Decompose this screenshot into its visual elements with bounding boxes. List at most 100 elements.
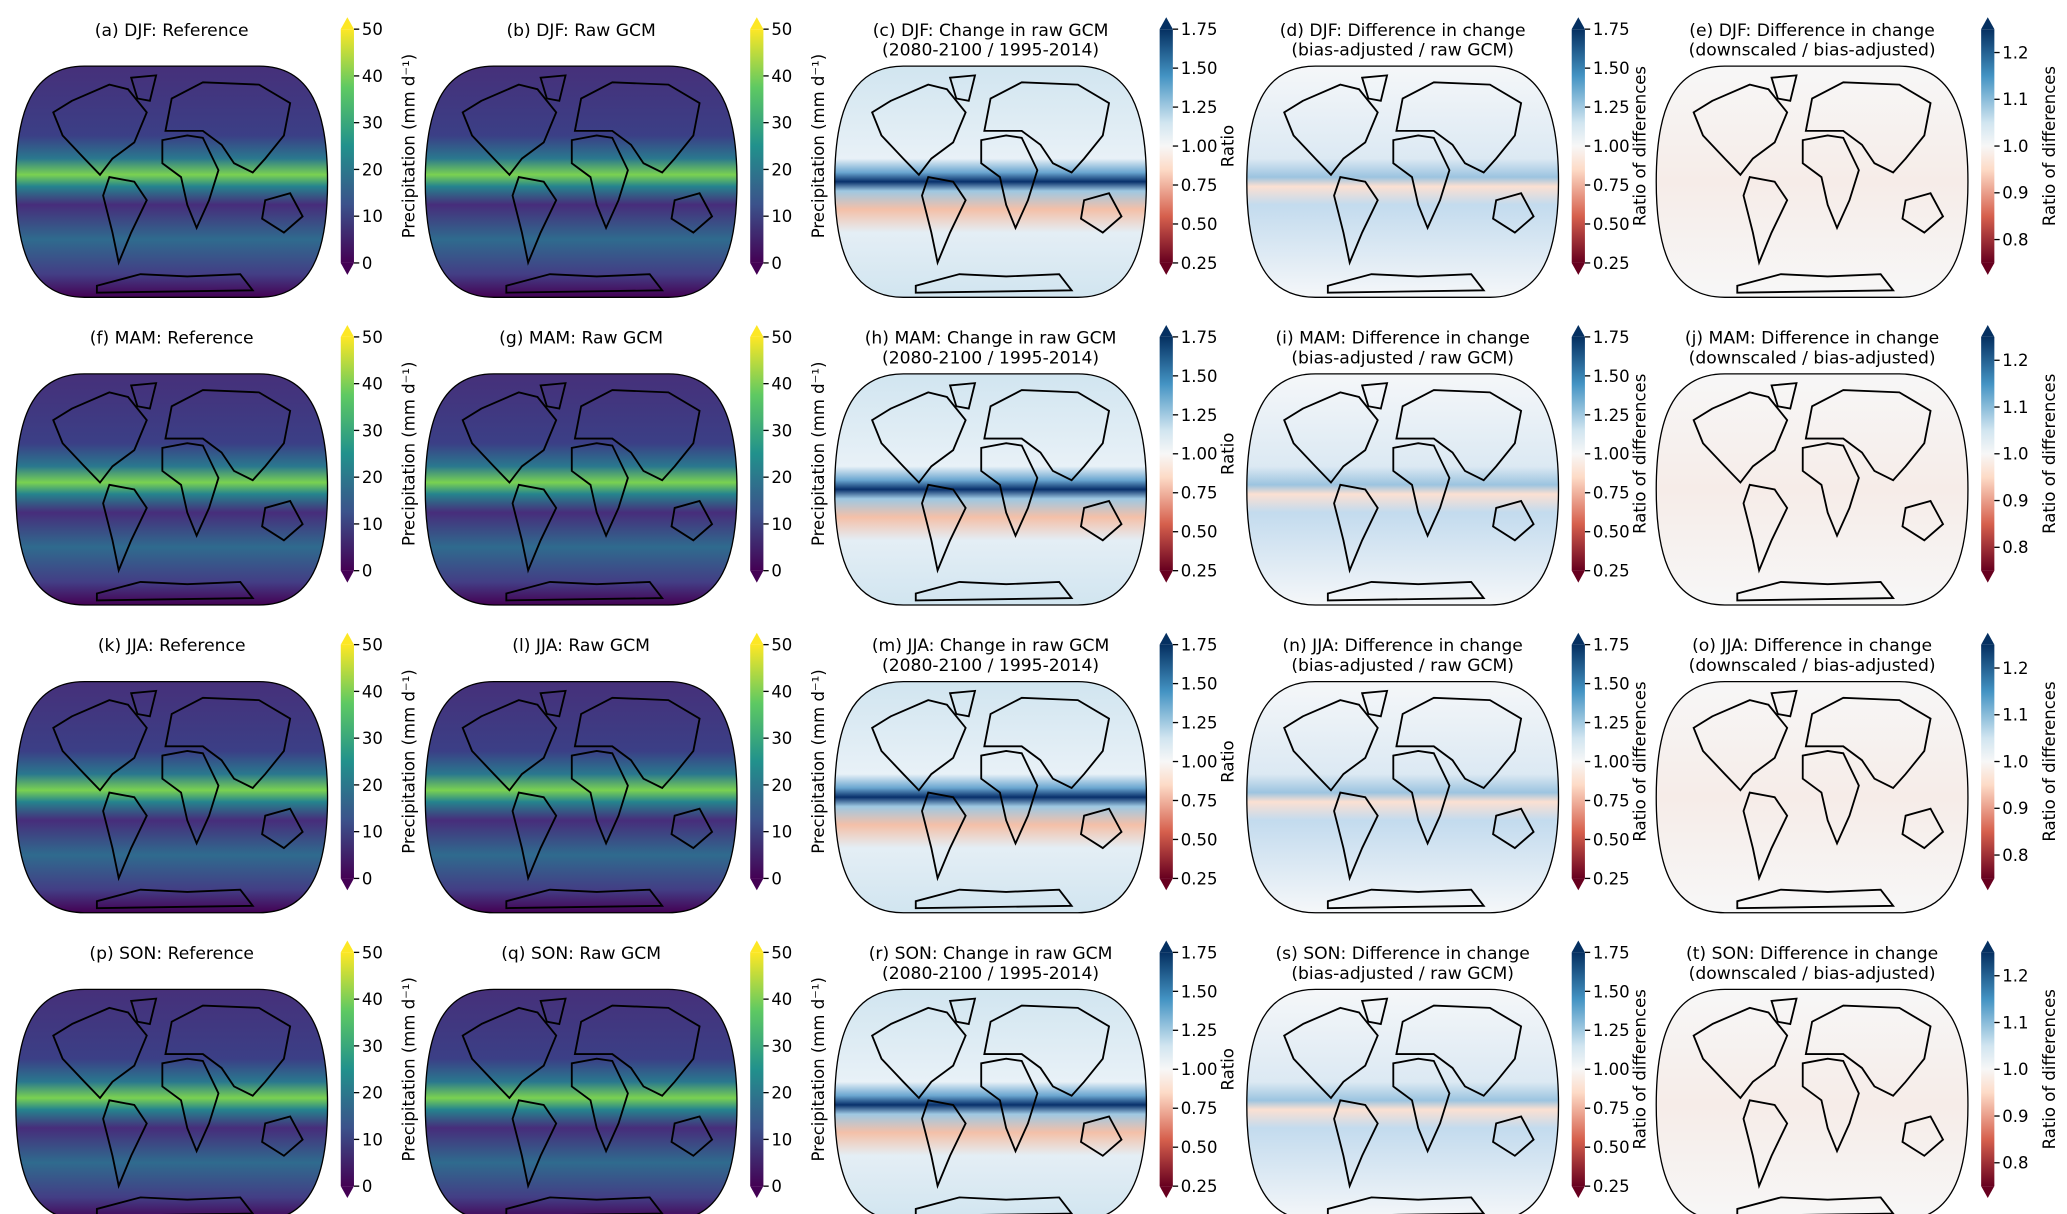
panel-jja-5: (o) JJA: Difference in change(downscaled…	[1655, 632, 2059, 914]
extend-min-triangle	[340, 262, 354, 275]
panel-title: (2080-2100 / 1995-2014)	[882, 964, 1099, 984]
panel-title: (downscaled / bias-adjusted)	[1689, 964, 1936, 984]
colorbar-tick-label: 0	[771, 1177, 782, 1196]
coastline	[164, 81, 292, 174]
panel-title: (bias-adjusted / raw GCM)	[1291, 656, 1514, 676]
panel-title: (l) JJA: Raw GCM	[512, 636, 650, 656]
colorbar-tick-label: 1.00	[1593, 445, 1630, 464]
colorbar-tick-label: 10	[771, 1130, 792, 1149]
colorbar-gradient	[340, 336, 354, 571]
coastline	[1804, 389, 1932, 482]
colorbar-gradient	[1981, 29, 1995, 263]
coastline	[1901, 1115, 1945, 1157]
panel-title: (e) DJF: Difference in change	[1689, 21, 1935, 41]
colorbar-tick-label: 1.2	[2002, 351, 2028, 370]
colorbar-tick-label: 10	[771, 515, 792, 534]
colorbar-gradient	[1159, 952, 1173, 1187]
colorbar-tick-label: 1.25	[1593, 406, 1630, 425]
colorbar-tick-label: 0.75	[1181, 791, 1218, 810]
coastline	[1333, 791, 1379, 882]
coastline	[948, 997, 977, 1026]
colorbar: 0.25 0.50 0.75 1.00 1.25 1.50 1.75 Ratio of dif…	[1571, 940, 1650, 1199]
coastline	[1392, 134, 1451, 231]
colorbar-tick-label: 1.2	[2002, 967, 2028, 986]
coastline	[511, 791, 558, 882]
panel-title: (downscaled / bias-adjusted)	[1689, 41, 1936, 61]
colorbar-tick-label: 1.00	[1181, 752, 1218, 771]
colorbar-tick-label: 1.1	[2002, 1013, 2028, 1032]
coastline	[129, 382, 158, 410]
colorbar-label: Ratio of differences	[1631, 989, 1650, 1149]
colorbar-tick-label: 0.75	[1593, 791, 1630, 810]
colorbar-tick-label: 1.75	[1593, 20, 1630, 39]
colorbar-tick-label: 40	[771, 682, 792, 701]
coastline	[670, 807, 714, 850]
map	[1655, 680, 1969, 914]
map	[424, 65, 738, 298]
colorbar-tick-label: 1.75	[1593, 943, 1630, 962]
coastline	[921, 791, 967, 882]
panel-title: (t) SON: Difference in change	[1686, 944, 1938, 964]
colorbar-tick-label: 30	[362, 729, 383, 748]
panel-title: (bias-adjusted / raw GCM)	[1291, 964, 1514, 984]
colorbar: 0.8 0.9 1.0 1.1 1.2 Ratio of differences	[1981, 632, 2059, 891]
colorbar-tick-label: 30	[362, 114, 383, 133]
colorbar-tick-label: 0	[362, 254, 372, 273]
coastline	[1079, 1115, 1123, 1157]
colorbar-tick-label: 0	[362, 562, 372, 581]
extend-min-triangle	[750, 878, 764, 891]
coastline	[914, 888, 1074, 910]
coastline	[1736, 580, 1895, 602]
coastline	[1770, 997, 1798, 1026]
colorbar-tick-label: 0	[362, 1177, 372, 1196]
coastline	[505, 888, 665, 910]
coastline	[1692, 1006, 1789, 1100]
coastline	[573, 81, 701, 174]
colorbar-tick-label: 1.75	[1593, 328, 1630, 347]
colorbar-tick-label: 0.8	[2002, 846, 2028, 865]
coastline	[948, 74, 977, 102]
colorbar-tick-label: 1.00	[1181, 137, 1218, 156]
panel-title: (g) MAM: Raw GCM	[499, 329, 663, 349]
colorbar-tick-label: 0.8	[2002, 1154, 2028, 1173]
coastline	[670, 1115, 714, 1157]
colorbar-tick-label: 0.9	[2002, 1107, 2028, 1126]
extend-max-triangle	[1159, 17, 1173, 30]
colorbar-tick-label: 1.00	[1593, 1060, 1630, 1079]
colorbar-label: Ratio	[1219, 1048, 1238, 1090]
colorbar: 0.8 0.9 1.0 1.1 1.2 Ratio of differences	[1981, 940, 2059, 1199]
extend-max-triangle	[1571, 940, 1585, 953]
colorbar-label: Ratio	[1219, 125, 1238, 167]
colorbar-tick-label: 1.50	[1593, 675, 1630, 694]
panel-son-4: (s) SON: Difference in change(bias-adjus…	[1246, 940, 1650, 1214]
colorbar: 0.25 0.50 0.75 1.00 1.25 1.50 1.75 Ratio	[1159, 325, 1238, 583]
colorbar-tick-label: 0.75	[1181, 484, 1218, 503]
panel-title: (d) DJF: Difference in change	[1280, 21, 1526, 41]
coastline	[921, 1099, 967, 1189]
colorbar-gradient	[340, 29, 354, 263]
colorbar-gradient	[1159, 644, 1173, 879]
extend-min-triangle	[1159, 878, 1173, 891]
coastline	[1333, 483, 1379, 574]
coastline	[1801, 750, 1860, 846]
colorbar-tick-label: 20	[362, 160, 383, 179]
panel-title: (h) MAM: Change in raw GCM	[865, 329, 1117, 349]
colorbar: 0.25 0.50 0.75 1.00 1.25 1.50 1.75 Ratio of dif…	[1571, 17, 1650, 275]
colorbar-tick-label: 1.75	[1593, 636, 1630, 655]
colorbar-label: Precipitation (mm d⁻¹)	[809, 977, 828, 1161]
coastline	[1804, 696, 1932, 790]
colorbar-gradient	[1159, 336, 1173, 571]
coastline	[1360, 689, 1389, 718]
colorbar-gradient	[750, 952, 764, 1187]
colorbar-label: Precipitation (mm d⁻¹)	[400, 977, 419, 1161]
colorbar: 0 10 20 30 40 50 Precipitation (mm d⁻¹)	[340, 17, 419, 275]
coastline	[1901, 807, 1945, 850]
extend-min-triangle	[1571, 570, 1585, 583]
extend-max-triangle	[1159, 325, 1173, 337]
coastline	[670, 499, 714, 542]
coastline	[570, 1057, 629, 1154]
colorbar-tick-label: 0.25	[1181, 869, 1218, 888]
coastline	[980, 750, 1039, 846]
extend-min-triangle	[1981, 262, 1995, 275]
colorbar-tick-label: 50	[362, 20, 383, 39]
